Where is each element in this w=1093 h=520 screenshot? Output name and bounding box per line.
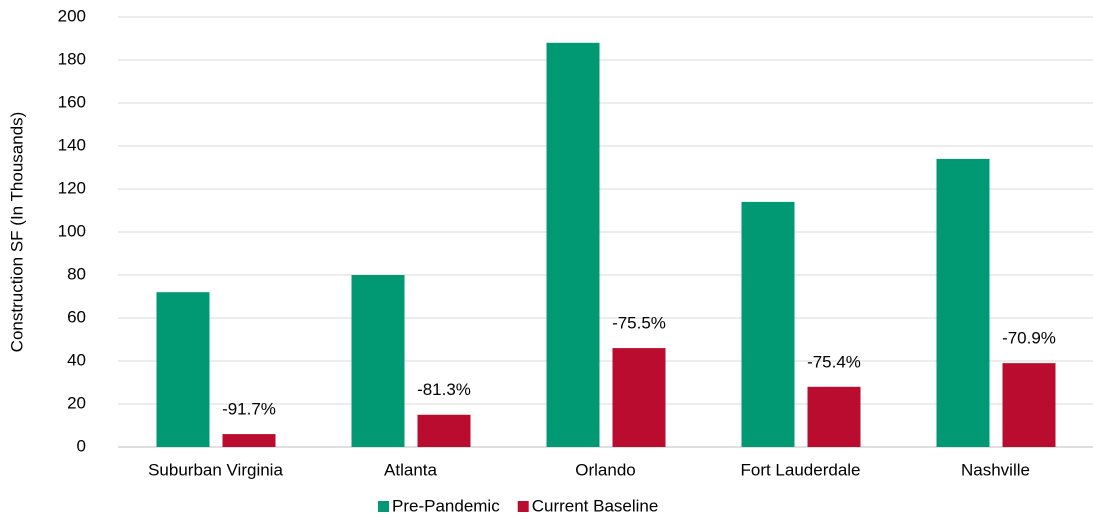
bar bbox=[741, 201, 795, 447]
y-tick-label: 120 bbox=[58, 178, 86, 197]
y-tick-label: 80 bbox=[67, 264, 86, 283]
y-tick-label: 160 bbox=[58, 92, 86, 111]
y-tick-label: 0 bbox=[77, 436, 86, 455]
y-axis-title: Construction SF (In Thousands) bbox=[7, 112, 26, 353]
bar bbox=[417, 414, 471, 447]
x-tick-label: Fort Lauderdale bbox=[740, 460, 860, 479]
x-tick-label: Suburban Virginia bbox=[148, 460, 283, 479]
bar bbox=[156, 292, 210, 447]
bar bbox=[351, 275, 405, 447]
y-tick-label: 180 bbox=[58, 49, 86, 68]
legend-swatch bbox=[517, 501, 529, 512]
x-tick-label: Atlanta bbox=[384, 460, 437, 479]
annotation: -70.9% bbox=[1002, 329, 1056, 348]
x-tick-label: Nashville bbox=[961, 460, 1030, 479]
bar bbox=[222, 434, 276, 447]
bar bbox=[807, 386, 861, 447]
legend-label: Pre-Pandemic bbox=[392, 496, 500, 515]
x-tick-label: Orlando bbox=[575, 460, 635, 479]
legend-swatch bbox=[378, 501, 389, 512]
y-tick-label: 40 bbox=[67, 350, 86, 369]
bar bbox=[1002, 363, 1056, 447]
bar bbox=[546, 42, 600, 448]
annotation: -91.7% bbox=[222, 400, 276, 419]
y-tick-label: 60 bbox=[67, 307, 86, 326]
y-tick-label: 100 bbox=[58, 221, 86, 240]
legend-label: Current Baseline bbox=[532, 496, 659, 515]
bar bbox=[936, 158, 990, 447]
bar bbox=[612, 348, 666, 447]
annotation: -75.5% bbox=[612, 314, 666, 333]
y-tick-label: 20 bbox=[67, 393, 86, 412]
y-tick-label: 140 bbox=[58, 135, 86, 154]
y-tick-label: 200 bbox=[58, 6, 86, 25]
annotation: -75.4% bbox=[807, 352, 861, 371]
annotation: -81.3% bbox=[417, 380, 471, 399]
